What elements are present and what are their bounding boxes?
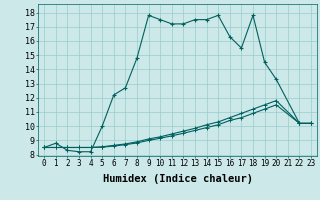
X-axis label: Humidex (Indice chaleur): Humidex (Indice chaleur) — [103, 174, 252, 184]
